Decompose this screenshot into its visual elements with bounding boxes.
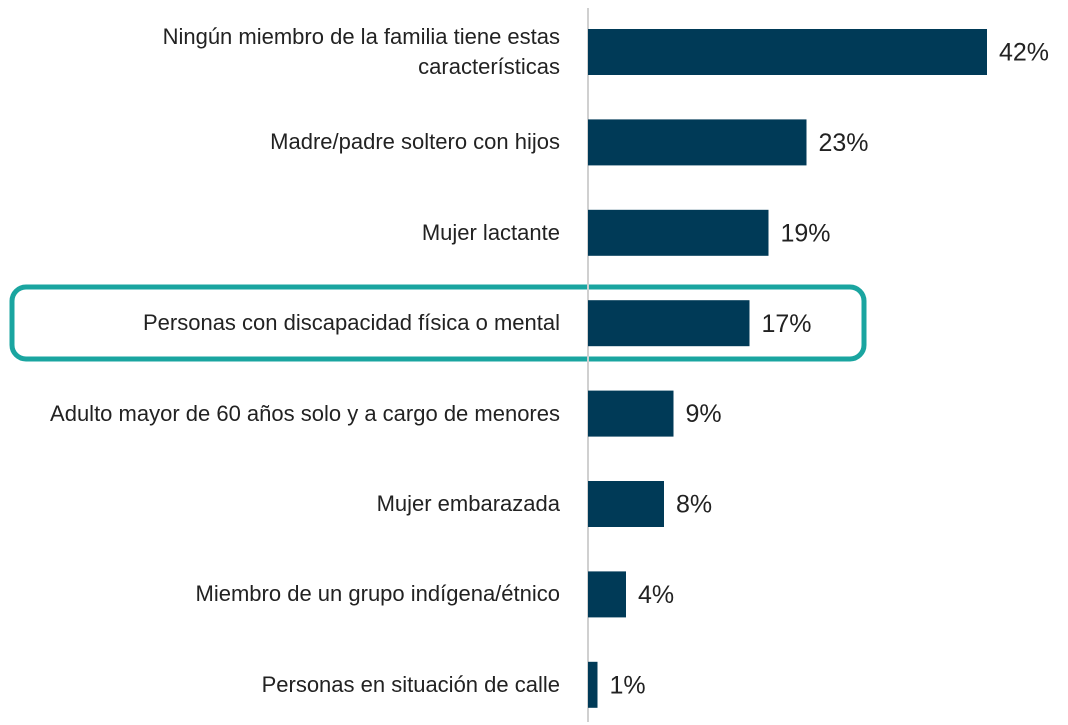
value-label: 42% — [999, 39, 1049, 67]
bar — [588, 29, 987, 75]
value-label: 23% — [819, 129, 869, 157]
value-label: 17% — [762, 310, 812, 338]
value-label: 4% — [638, 581, 674, 609]
category-label: Adulto mayor de 60 años solo y a cargo d… — [50, 400, 560, 426]
category-label: Ningún miembro de la familia tiene estas… — [162, 24, 560, 79]
value-label: 19% — [781, 219, 831, 247]
highlight-box — [9, 284, 867, 362]
category-label: Madre/padre soltero con hijos — [270, 129, 560, 155]
bar — [588, 571, 626, 618]
value-label: 8% — [676, 491, 712, 519]
bar — [588, 390, 674, 437]
value-label: 9% — [686, 400, 722, 428]
bar — [588, 481, 664, 527]
bar — [588, 119, 807, 166]
value-label: 1% — [610, 671, 646, 699]
bar — [588, 661, 598, 708]
bar — [588, 300, 750, 347]
category-label: Personas con discapacidad física o menta… — [142, 310, 560, 336]
bar — [588, 209, 769, 256]
category-label: Mujer embarazada — [376, 491, 560, 516]
category-label: Miembro de un grupo indígena/étnico — [195, 581, 560, 607]
category-label: Mujer lactante — [421, 219, 560, 245]
category-label: Personas en situación de calle — [261, 671, 560, 697]
